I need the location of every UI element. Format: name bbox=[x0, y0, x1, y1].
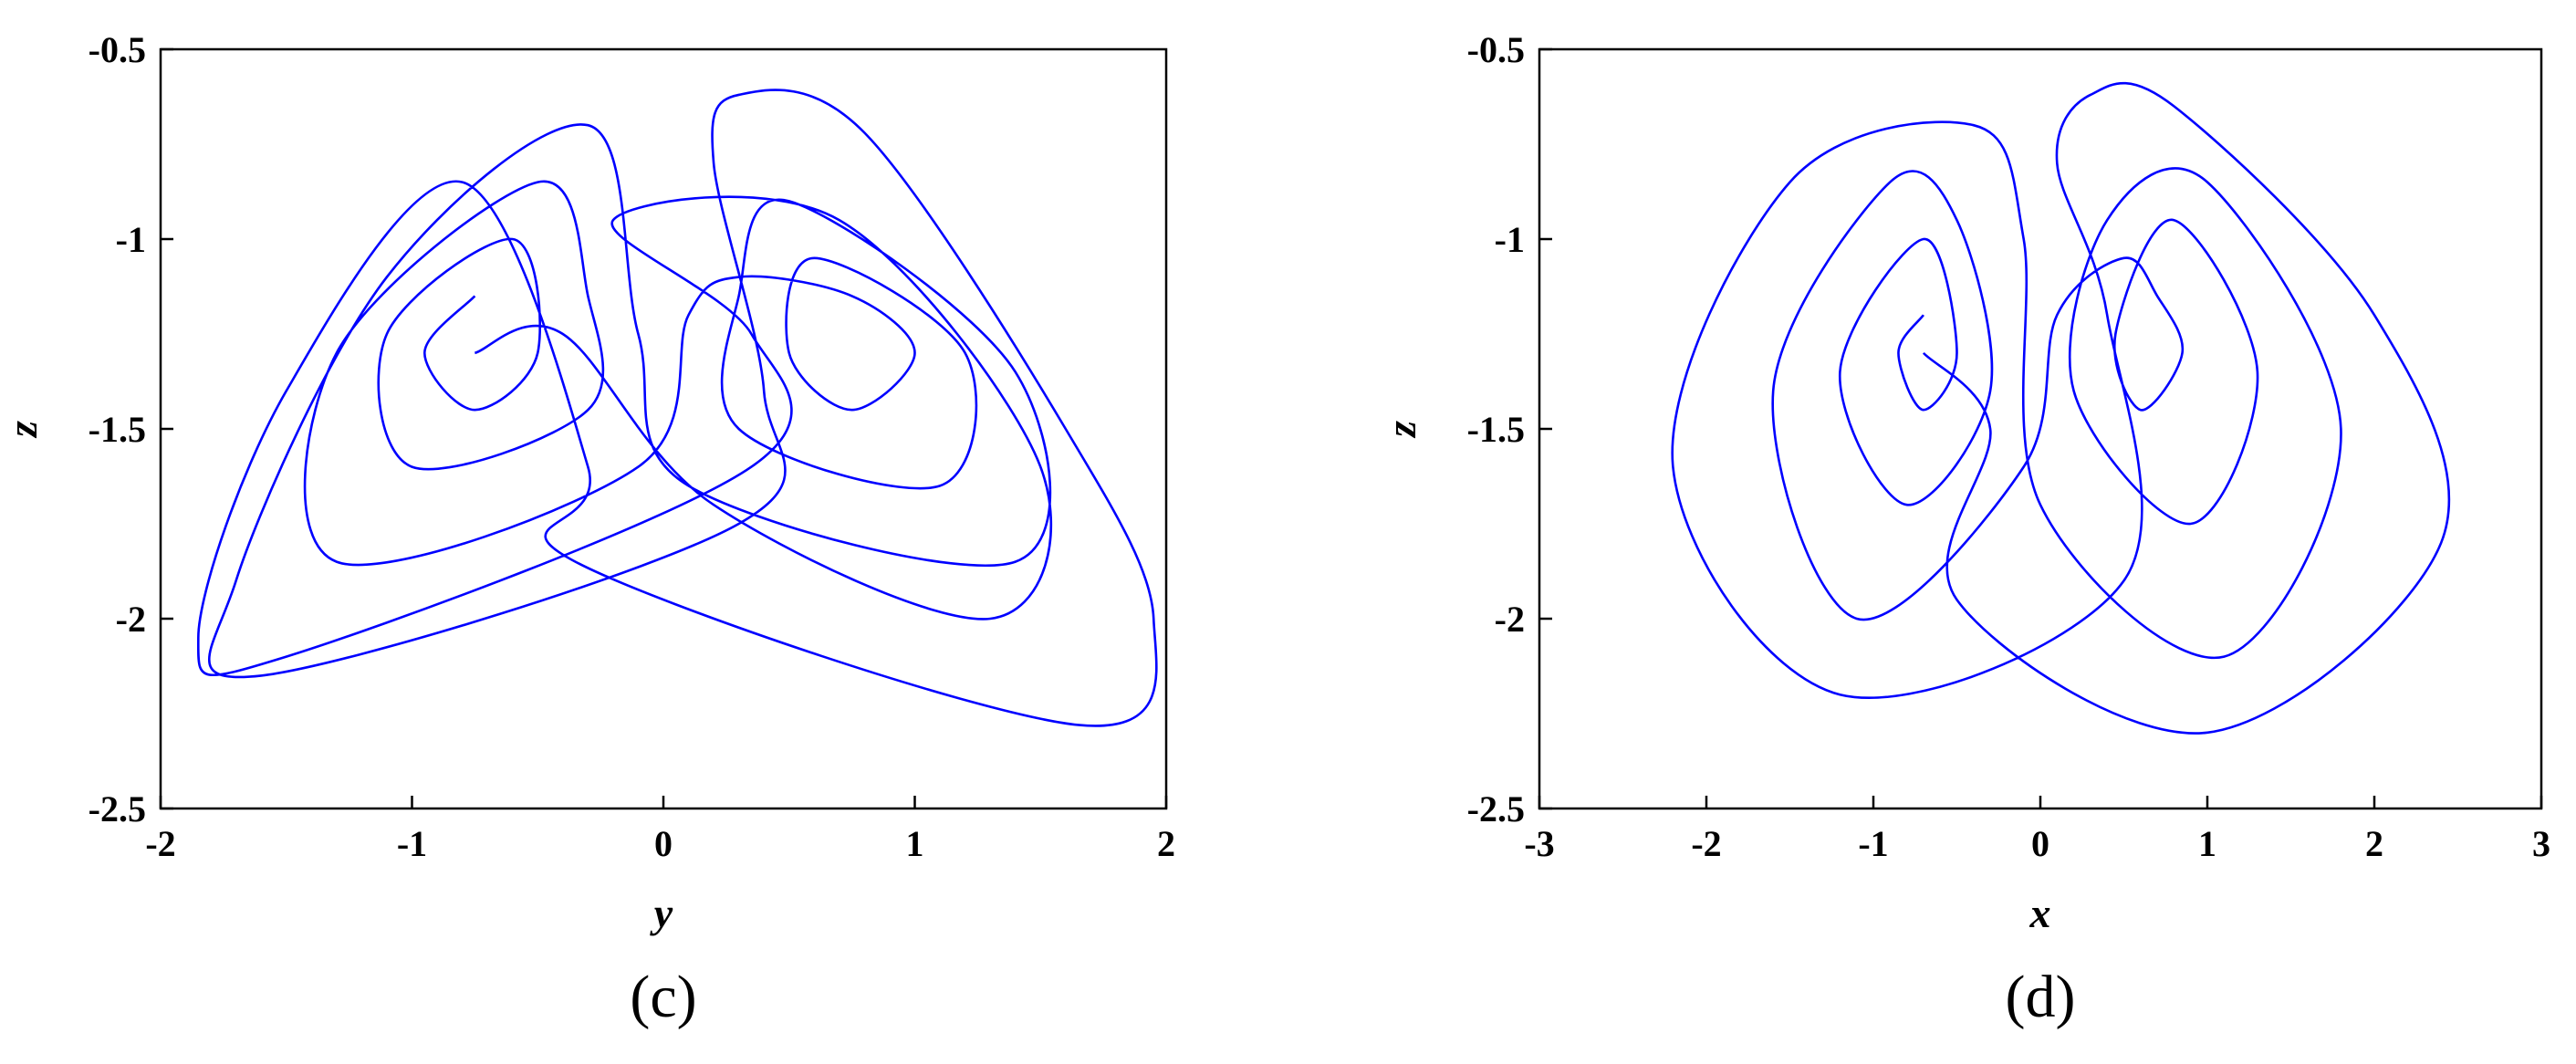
x-tick-label: 0 bbox=[2031, 823, 2049, 864]
x-tick-label: -2 bbox=[145, 823, 175, 864]
y-tick-label: -0.5 bbox=[1467, 29, 1525, 70]
x-tick-label: -2 bbox=[1691, 823, 1721, 864]
x-tick-label: -1 bbox=[397, 823, 427, 864]
y-tick-label: -1 bbox=[1495, 219, 1525, 260]
y-axis-label: z bbox=[0, 421, 46, 439]
panel: -2 -1 0 1 2-2.5-2-1.5-1-0.5yz(c) bbox=[0, 29, 1175, 1030]
y-axis-label: z bbox=[1378, 421, 1424, 439]
y-tick-label: -1 bbox=[116, 219, 146, 260]
y-tick-label: -2 bbox=[1495, 599, 1525, 640]
y-tick-label: -0.5 bbox=[89, 29, 146, 70]
x-tick-label: 2 bbox=[2365, 823, 2383, 864]
caption: (c) bbox=[630, 964, 696, 1030]
y-tick-label: -1.5 bbox=[89, 409, 146, 450]
trajectory bbox=[1671, 81, 2451, 735]
y-tick-label: -2.5 bbox=[1467, 788, 1525, 829]
x-tick-label: -1 bbox=[1858, 823, 1888, 864]
x-tick-label: 2 bbox=[1157, 823, 1175, 864]
panel: -3 -2 -1 0 1 2 3 -2.5 -2 -1.5 -1 -0.5 x z (d) bbox=[1378, 29, 2550, 1030]
trajectory bbox=[196, 89, 1158, 727]
x-tick-label: 1 bbox=[2198, 823, 2216, 864]
x-axis-label: y bbox=[650, 890, 673, 936]
x-tick-label: -3 bbox=[1524, 823, 1554, 864]
y-tick-label: -1.5 bbox=[1467, 409, 1525, 450]
x-tick-label: 3 bbox=[2532, 823, 2550, 864]
x-axis-label: x bbox=[2029, 890, 2051, 936]
caption: (d) bbox=[2006, 964, 2076, 1030]
x-tick-label: 0 bbox=[654, 823, 673, 864]
y-tick-label: -2.5 bbox=[89, 788, 146, 829]
x-tick-label: 1 bbox=[906, 823, 924, 864]
y-tick-label: -2 bbox=[116, 599, 146, 640]
plot-area bbox=[1671, 81, 2451, 735]
plot-area bbox=[196, 89, 1158, 727]
